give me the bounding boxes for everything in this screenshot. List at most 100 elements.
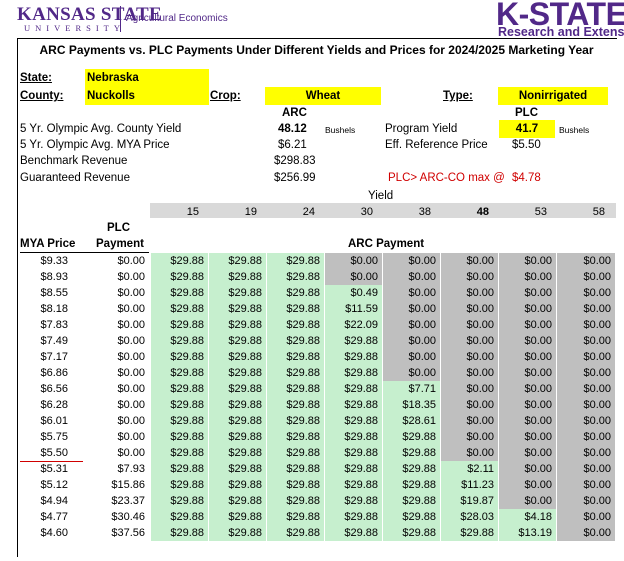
- crop-value[interactable]: Wheat: [265, 87, 381, 105]
- arc-payment-cell: $0.00: [383, 269, 440, 285]
- arc-payment-cell: $29.88: [325, 333, 382, 349]
- arc-payment-cell: $0.49: [325, 285, 382, 301]
- mya-price-cell: $6.86: [40, 367, 68, 379]
- plc-payment-cell: $23.37: [111, 495, 145, 507]
- plc-payment-cell: $30.46: [111, 511, 145, 523]
- arc-payment-cell: $29.88: [383, 429, 440, 445]
- logo-divider: [120, 6, 121, 32]
- arc-payment-cell: $29.88: [267, 333, 324, 349]
- arc-payment-cell: $28.03: [441, 509, 498, 525]
- arc-payment-cell: $0.00: [557, 365, 615, 381]
- arc-payment-cell: $0.00: [557, 333, 615, 349]
- arc-payment-cell: $29.88: [267, 509, 324, 525]
- arc-payment-cell: $29.88: [325, 477, 382, 493]
- arc-payment-cell: $13.19: [499, 525, 556, 541]
- arc-payment-cell: $0.00: [499, 365, 556, 381]
- arc-payment-cell: $0.00: [441, 445, 498, 461]
- mya-price-label: 5 Yr. Olympic Avg. MYA Price: [20, 139, 170, 151]
- plc-col-header-1: PLC: [107, 222, 130, 234]
- type-value[interactable]: Nonirrigated: [498, 87, 608, 105]
- plc-payment-cell: $0.00: [117, 319, 145, 331]
- reference-price-rule: [20, 461, 83, 462]
- arc-payment-cell: $0.00: [499, 493, 556, 509]
- arc-payment-cell: $29.88: [325, 509, 382, 525]
- arc-payment-cell: $29.88: [151, 509, 208, 525]
- arc-payment-cell: $29.88: [151, 429, 208, 445]
- arc-payment-cell: $29.88: [151, 381, 208, 397]
- arc-payment-cell: $29.88: [267, 253, 324, 269]
- arc-payment-cell: $29.88: [209, 509, 266, 525]
- mya-col-header: MYA Price: [20, 238, 76, 250]
- arc-payment-cell: $29.88: [151, 397, 208, 413]
- arc-payment-cell: $0.00: [441, 413, 498, 429]
- arc-payment-cell: $29.88: [383, 509, 440, 525]
- arc-payment-cell: $29.88: [209, 461, 266, 477]
- arc-payment-cell: $29.88: [267, 461, 324, 477]
- arc-payment-cell: $0.00: [441, 253, 498, 269]
- mya-price-cell: $8.55: [40, 287, 68, 299]
- plc-arc-max-value: $4.78: [512, 172, 541, 184]
- arc-payment-cell: $29.88: [209, 349, 266, 365]
- yield-header-cell: 58: [592, 206, 605, 218]
- mya-price-cell: $9.33: [40, 255, 68, 267]
- page-title: ARC Payments vs. PLC Payments Under Diff…: [39, 43, 594, 57]
- arc-payment-cell: $0.00: [557, 269, 615, 285]
- arc-payment-cell: $29.88: [209, 413, 266, 429]
- arc-payment-cell: $0.00: [499, 317, 556, 333]
- arc-payment-cell: $0.00: [499, 285, 556, 301]
- arc-payment-cell: $29.88: [383, 525, 440, 541]
- arc-payment-cell: $29.88: [209, 285, 266, 301]
- mya-price-cell: $5.12: [40, 479, 68, 491]
- mya-price-cell: $7.49: [40, 335, 68, 347]
- arc-payment-cell: $29.88: [267, 445, 324, 461]
- arc-payment-cell: $0.00: [499, 477, 556, 493]
- arc-payment-cell: $29.88: [267, 429, 324, 445]
- arc-payment-cell: $0.00: [557, 317, 615, 333]
- program-yield-value[interactable]: 41.7: [499, 120, 555, 138]
- arc-payment-cell: $29.88: [209, 429, 266, 445]
- county-value[interactable]: Nuckolls: [85, 87, 209, 105]
- arc-payment-cell: $0.00: [499, 429, 556, 445]
- arc-payment-cell: $0.00: [499, 269, 556, 285]
- arc-payment-cell: $0.00: [499, 333, 556, 349]
- mya-price-cell: $4.94: [40, 495, 68, 507]
- plc-payment-cell: $0.00: [117, 255, 145, 267]
- arc-payment-cell: $29.88: [209, 493, 266, 509]
- arc-payment-cell: $0.00: [441, 333, 498, 349]
- ref-price-label: Eff. Reference Price: [385, 139, 488, 151]
- plc-payment-cell: $0.00: [117, 351, 145, 363]
- guaranteed-label: Guaranteed Revenue: [20, 172, 130, 184]
- arc-payment-cell: $0.00: [499, 397, 556, 413]
- arc-payment-cell: $0.00: [557, 509, 615, 525]
- plc-payment-cell: $0.00: [117, 399, 145, 411]
- arc-payment-cell: $0.00: [441, 381, 498, 397]
- county-yield-value: 48.12: [278, 123, 307, 135]
- state-value[interactable]: Nebraska: [85, 69, 209, 87]
- arc-payment-cell: $7.71: [383, 381, 440, 397]
- arc-payment-cell: $29.88: [151, 365, 208, 381]
- program-yield-label: Program Yield: [385, 123, 458, 135]
- arc-payment-cell: $0.00: [499, 381, 556, 397]
- arc-payment-cell: $29.88: [151, 349, 208, 365]
- arc-payment-cell: $29.88: [325, 397, 382, 413]
- arc-payment-cell: $29.88: [267, 269, 324, 285]
- plc-payment-cell: $37.56: [111, 527, 145, 539]
- department-name: Agricultural Economics: [126, 13, 228, 24]
- arc-payment-cell: $0.00: [499, 349, 556, 365]
- arc-payment-cell: $0.00: [383, 333, 440, 349]
- arc-payment-cell: $0.00: [557, 461, 615, 477]
- arc-payment-cell: $0.00: [383, 253, 440, 269]
- arc-payment-cell: $28.61: [383, 413, 440, 429]
- arc-payment-cell: $0.00: [557, 285, 615, 301]
- arc-payment-cell: $0.00: [441, 365, 498, 381]
- arc-payment-cell: $0.00: [499, 461, 556, 477]
- arc-payment-cell: $29.88: [267, 493, 324, 509]
- arc-payment-cell: $0.00: [441, 269, 498, 285]
- arc-payment-cell: $29.88: [209, 253, 266, 269]
- plc-payment-cell: $0.00: [117, 431, 145, 443]
- arc-payment-cell: $29.88: [267, 477, 324, 493]
- arc-payment-cell: $29.88: [325, 413, 382, 429]
- arc-payment-cell: $29.88: [267, 397, 324, 413]
- plc-payment-cell: $0.00: [117, 287, 145, 299]
- plc-payment-cell: $0.00: [117, 447, 145, 459]
